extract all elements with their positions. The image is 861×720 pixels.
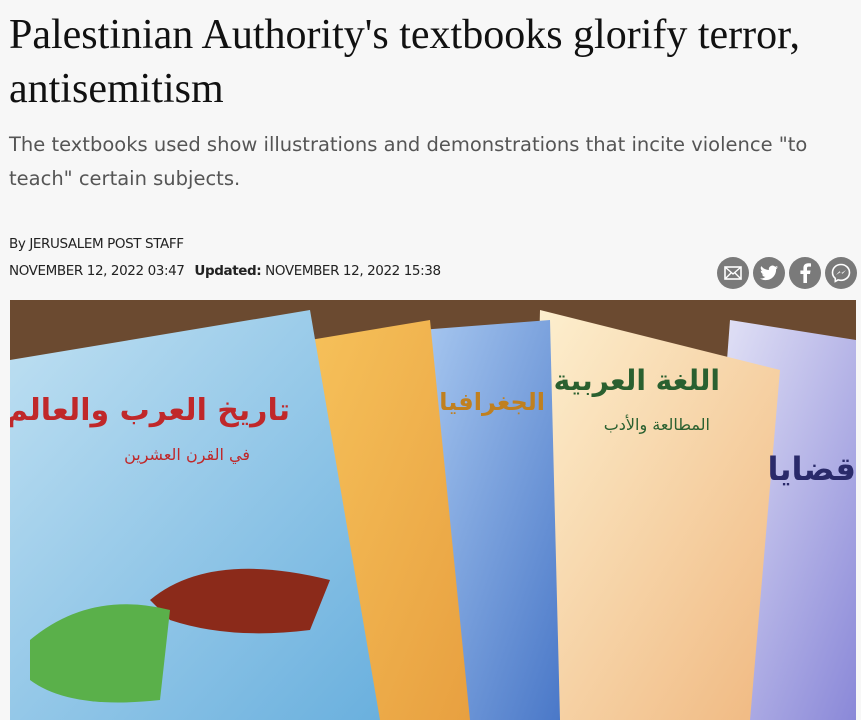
email-share-button[interactable] bbox=[717, 257, 749, 289]
book-subtitle-4: المطالعة والأدب bbox=[604, 414, 710, 435]
article-dates: NOVEMBER 12, 2022 03:47 Updated: NOVEMBE… bbox=[9, 263, 441, 279]
published-date: NOVEMBER 12, 2022 03:47 bbox=[9, 263, 185, 279]
twitter-icon bbox=[760, 265, 778, 281]
article-subtitle: The textbooks used show illustrations an… bbox=[9, 133, 808, 190]
messenger-share-button[interactable] bbox=[825, 257, 857, 289]
book-subtitle-1: في القرن العشرين bbox=[124, 445, 250, 465]
book-title-3: الجغرافيا bbox=[439, 388, 545, 416]
facebook-share-button[interactable] bbox=[789, 257, 821, 289]
byline: By JERUSALEM POST STAFF bbox=[9, 236, 184, 252]
article-title: Palestinian Authority's textbooks glorif… bbox=[9, 12, 800, 112]
book-title-1: تاريخ العرب والعالم bbox=[10, 393, 290, 428]
book-title-5: قضايا bbox=[767, 450, 856, 488]
textbooks-photo: تاريخ العرب والعالم في القرن العشرين الج… bbox=[10, 300, 856, 720]
email-icon bbox=[724, 266, 742, 280]
twitter-share-button[interactable] bbox=[753, 257, 785, 289]
article-hero-image: تاريخ العرب والعالم في القرن العشرين الج… bbox=[10, 300, 856, 720]
facebook-icon bbox=[800, 263, 811, 283]
updated-label: Updated: bbox=[194, 263, 262, 279]
book-title-4: اللغة العربية bbox=[554, 364, 720, 397]
messenger-icon bbox=[831, 263, 851, 283]
book-4 bbox=[530, 310, 780, 720]
updated-date: NOVEMBER 12, 2022 15:38 bbox=[265, 263, 441, 279]
share-buttons bbox=[717, 257, 857, 289]
